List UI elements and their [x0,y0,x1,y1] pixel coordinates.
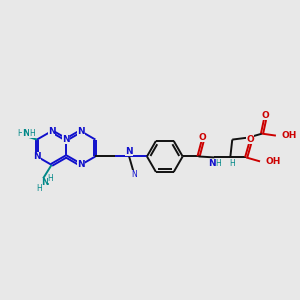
Text: N: N [33,152,41,161]
Text: N: N [77,160,85,169]
Text: H: H [215,159,221,168]
Text: N: N [48,127,56,136]
Text: N: N [208,159,216,168]
Text: N: N [22,129,30,138]
Text: N: N [62,135,70,144]
Text: N: N [41,178,48,187]
Text: H: H [17,129,23,138]
Text: N: N [77,127,85,136]
Text: H: H [230,159,235,168]
Text: O: O [261,111,269,120]
Text: H: H [36,184,42,193]
Text: O: O [199,133,206,142]
Text: N: N [131,170,137,179]
Text: H: H [48,174,53,183]
Text: N: N [125,147,133,156]
Text: H: H [29,129,35,138]
Text: OH: OH [282,131,297,140]
Text: OH: OH [266,157,281,166]
Text: O: O [246,135,254,144]
